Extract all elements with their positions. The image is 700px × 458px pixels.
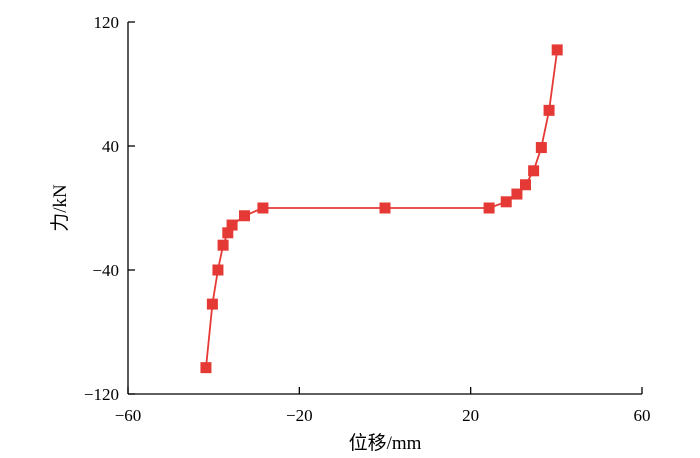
- x-ticks: −60 −20 20 60: [115, 387, 651, 425]
- data-point-marker: [239, 210, 251, 222]
- y-ticks: 120 40 −40 −120: [84, 13, 135, 404]
- data-point-marker: [200, 362, 212, 374]
- data-point-marker: [483, 202, 495, 214]
- x-tick-label: −60: [115, 406, 142, 425]
- data-point-marker: [226, 219, 238, 231]
- x-tick-label: 20: [462, 406, 479, 425]
- axes: [127, 22, 642, 395]
- data-point-marker: [500, 196, 512, 208]
- data-point-marker: [206, 298, 218, 310]
- y-tick-label: −120: [84, 385, 119, 404]
- data-point-marker: [551, 44, 563, 56]
- data-point-marker: [379, 202, 391, 214]
- x-tick-label: −20: [286, 406, 313, 425]
- y-tick-label: 40: [102, 137, 119, 156]
- data-point-marker: [217, 239, 229, 251]
- x-axis-title: 位移/mm: [349, 432, 422, 454]
- data-point-marker: [535, 142, 547, 154]
- y-tick-label: 120: [94, 13, 120, 32]
- x-tick-label: 60: [634, 406, 651, 425]
- data-point-marker: [212, 264, 224, 276]
- y-axis-title: 力/kN: [49, 184, 71, 232]
- data-point-marker: [528, 165, 540, 177]
- data-point-marker: [511, 188, 523, 200]
- y-tick-label: −40: [92, 261, 119, 280]
- data-point-marker: [543, 104, 555, 116]
- data-point-marker: [257, 202, 269, 214]
- data-point-marker: [222, 227, 234, 239]
- data-point-marker: [519, 179, 531, 191]
- series-layer: [200, 44, 563, 374]
